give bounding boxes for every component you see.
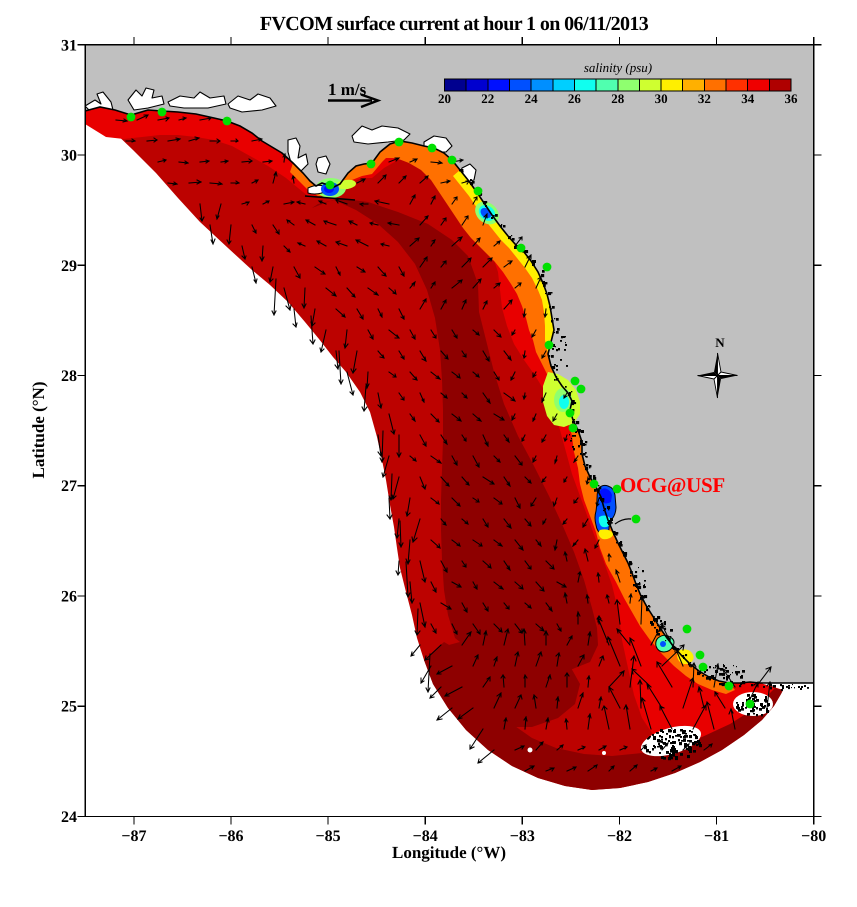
svg-text:−85: −85: [316, 828, 341, 845]
svg-text:1 m/s: 1 m/s: [328, 80, 367, 99]
svg-text:20: 20: [438, 91, 451, 106]
svg-text:36: 36: [785, 91, 799, 106]
svg-text:−83: −83: [510, 828, 535, 845]
svg-text:25: 25: [61, 699, 77, 716]
svg-text:−86: −86: [218, 828, 243, 845]
svg-text:32: 32: [698, 91, 711, 106]
svg-text:30: 30: [61, 148, 77, 165]
svg-text:27: 27: [61, 478, 77, 495]
svg-text:N: N: [715, 335, 725, 350]
svg-text:28: 28: [611, 91, 625, 106]
svg-text:34: 34: [741, 91, 755, 106]
svg-text:−80: −80: [801, 828, 826, 845]
svg-text:−81: −81: [704, 828, 729, 845]
svg-text:−87: −87: [121, 828, 146, 845]
svg-text:salinity (psu): salinity (psu): [584, 60, 652, 75]
svg-text:24: 24: [61, 809, 77, 826]
svg-text:24: 24: [525, 91, 539, 106]
svg-text:26: 26: [568, 91, 582, 106]
svg-text:26: 26: [61, 588, 77, 605]
svg-text:31: 31: [61, 37, 77, 54]
svg-text:22: 22: [481, 91, 494, 106]
svg-text:30: 30: [655, 91, 668, 106]
svg-text:29: 29: [61, 258, 77, 275]
svg-text:28: 28: [61, 368, 77, 385]
svg-text:FVCOM surface current at hour: FVCOM surface current at hour 1 on 06/11…: [260, 13, 649, 35]
svg-text:−82: −82: [607, 828, 632, 845]
svg-text:OCG@USF: OCG@USF: [620, 473, 725, 497]
svg-text:−84: −84: [413, 828, 438, 845]
svg-text:Latitude (°N): Latitude (°N): [29, 382, 48, 479]
svg-text:Longitude (°W): Longitude (°W): [392, 843, 506, 862]
